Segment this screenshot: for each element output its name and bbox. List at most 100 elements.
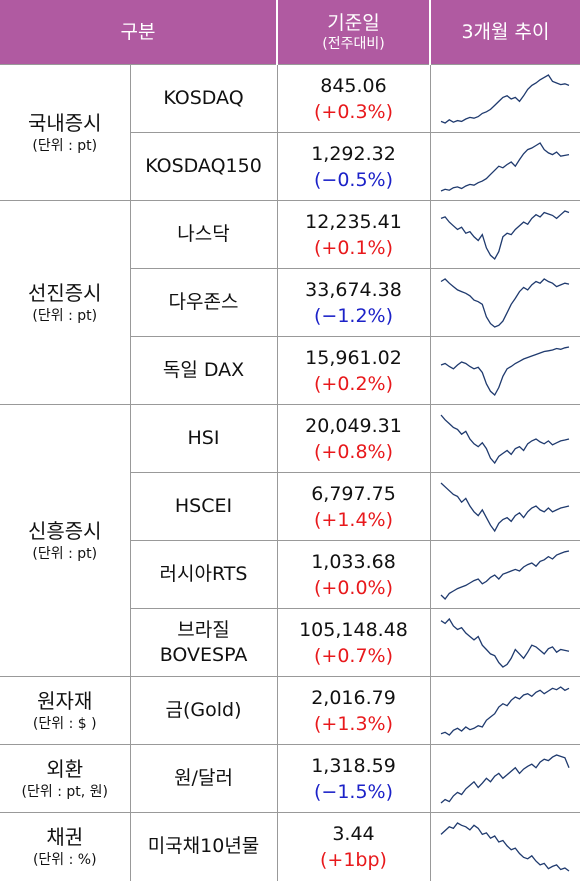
category-unit: (단위 : pt) <box>32 307 98 324</box>
table-row: 채권 (단위 : %) 미국채10년물 3.44 (+1bp) <box>0 812 580 881</box>
index-value: 12,235.41 <box>305 210 402 233</box>
item-name: 미국채10년물 <box>147 835 260 858</box>
header-trend: 3개월 추이 <box>430 0 580 65</box>
weekly-change: (+0.0%) <box>313 576 393 599</box>
sparkline-path <box>440 414 570 464</box>
item-name: 다우존스 <box>168 291 239 313</box>
item-name-cell: 원/달러 <box>129 744 278 813</box>
index-value: 33,674.38 <box>305 278 402 301</box>
index-value: 1,033.68 <box>311 550 396 573</box>
table-row: 국내증시 (단위 : pt) KOSDAQ 845.06 (+0.3%) <box>0 64 580 201</box>
value-cell: 2,016.79 (+1.3%) <box>276 676 431 745</box>
item-name: 브라질 <box>177 618 230 641</box>
table-row: 다우존스 33,674.38 (−1.2%) <box>0 268 580 337</box>
value-cell: 1,033.68 (+0.0%) <box>276 540 431 609</box>
category-name: 외환 <box>46 756 84 781</box>
trend-cell <box>429 812 580 881</box>
table-row: 원자재 (단위 : $ ) 금(Gold) 2,016.79 (+1.3%) <box>0 676 580 745</box>
category-cell: 선진증시 (단위 : pt) <box>0 200 131 405</box>
trend-cell <box>429 132 580 201</box>
sparkline-path <box>441 209 570 260</box>
item-name-cell: 브라질 BOVESPA <box>129 608 278 677</box>
sparkline-chart <box>440 549 570 600</box>
category-unit: (단위 : pt) <box>32 137 98 154</box>
trend-cell <box>429 676 580 745</box>
item-name: KOSDAQ150 <box>145 155 262 177</box>
category-name: 신흥증시 <box>27 518 102 543</box>
index-value: 1,292.32 <box>311 142 396 165</box>
item-name: 원/달러 <box>174 767 233 789</box>
item-name: KOSDAQ <box>163 87 244 109</box>
weekly-change: (−1.5%) <box>313 780 393 803</box>
item-name-cell: 나스닥 <box>129 200 278 269</box>
item-name-cell: 독일 DAX <box>129 336 278 405</box>
table-row: 브라질 BOVESPA 105,148.48 (+0.7%) <box>0 608 580 677</box>
sparkline-chart <box>440 753 570 803</box>
item-name-cell: 러시아RTS <box>129 540 278 609</box>
item-name-cell: 금(Gold) <box>129 676 278 745</box>
category-unit: (단위 : $ ) <box>32 715 97 732</box>
value-cell: 105,148.48 (+0.7%) <box>276 608 431 677</box>
table-row: 선진증시 (단위 : pt) 나스닥 12,235.41 (+0.1%) <box>0 200 580 405</box>
sparkline-chart <box>441 685 570 736</box>
table-body: 국내증시 (단위 : pt) KOSDAQ 845.06 (+0.3%) KOSDAQ15… <box>0 64 580 881</box>
trend-cell <box>429 64 580 133</box>
sparkline-chart <box>441 209 570 260</box>
trend-cell <box>429 200 580 269</box>
item-name-cell: HSI <box>129 404 278 473</box>
trend-cell <box>429 608 580 677</box>
weekly-change: (+0.8%) <box>313 440 393 463</box>
index-value: 3.44 <box>332 822 375 845</box>
table-row: 신흥증시 (단위 : pt) HSI 20,049.31 (+0.8%) <box>0 404 580 677</box>
weekly-change: (+0.3%) <box>313 100 393 123</box>
trend-cell <box>429 540 580 609</box>
weekly-change: (−1.2%) <box>313 304 393 327</box>
sparkline-chart <box>441 345 570 396</box>
value-cell: 1,292.32 (−0.5%) <box>276 132 431 201</box>
sparkline-path <box>440 821 570 872</box>
weekly-change: (+0.7%) <box>313 644 393 667</box>
category-cell: 신흥증시 (단위 : pt) <box>0 404 131 677</box>
index-value: 20,049.31 <box>305 414 402 437</box>
weekly-change: (+1bp) <box>320 848 387 871</box>
trend-cell <box>429 268 580 337</box>
value-cell: 6,797.75 (+1.4%) <box>276 472 431 541</box>
item-name: HSI <box>187 427 220 449</box>
value-cell: 20,049.31 (+0.8%) <box>276 404 431 473</box>
sparkline-path <box>441 73 570 124</box>
table-row: 독일 DAX 15,961.02 (+0.2%) <box>0 336 580 405</box>
item-name-cell: KOSDAQ <box>129 64 278 133</box>
value-cell: 15,961.02 (+0.2%) <box>276 336 431 405</box>
index-value: 6,797.75 <box>311 482 396 505</box>
header-base-date: 기준일 (전주대비) <box>277 0 431 65</box>
sparkline-path <box>441 345 570 396</box>
item-name: 독일 DAX <box>162 359 245 381</box>
category-name: 선진증시 <box>27 280 102 305</box>
item-name: HSCEI <box>174 495 233 517</box>
sparkline-chart <box>440 277 570 328</box>
weekly-change: (+1.3%) <box>313 712 393 735</box>
category-cell: 채권 (단위 : %) <box>0 812 131 881</box>
trend-cell <box>429 472 580 541</box>
weekly-change: (+0.1%) <box>313 236 393 259</box>
sparkline-chart <box>440 617 570 668</box>
category-name: 국내증시 <box>27 110 102 135</box>
sparkline-chart <box>440 821 570 872</box>
sparkline-chart <box>440 414 570 464</box>
value-cell: 1,318.59 (−1.5%) <box>276 744 431 813</box>
trend-cell <box>429 404 580 473</box>
category-cell: 국내증시 (단위 : pt) <box>0 64 131 201</box>
item-name-cell: KOSDAQ150 <box>129 132 278 201</box>
table-row: KOSDAQ150 1,292.32 (−0.5%) <box>0 132 580 201</box>
category-unit: (단위 : %) <box>32 851 97 868</box>
sparkline-path <box>441 141 570 192</box>
category-unit: (단위 : pt, 원) <box>21 783 108 800</box>
weekly-change: (−0.5%) <box>313 168 393 191</box>
table-row: 러시아RTS 1,033.68 (+0.0%) <box>0 540 580 609</box>
category-name: 채권 <box>46 824 84 849</box>
table-row: HSCEI 6,797.75 (+1.4%) <box>0 472 580 541</box>
category-cell: 원자재 (단위 : $ ) <box>0 676 131 745</box>
sparkline-path <box>440 277 570 328</box>
index-value: 15,961.02 <box>305 346 402 369</box>
